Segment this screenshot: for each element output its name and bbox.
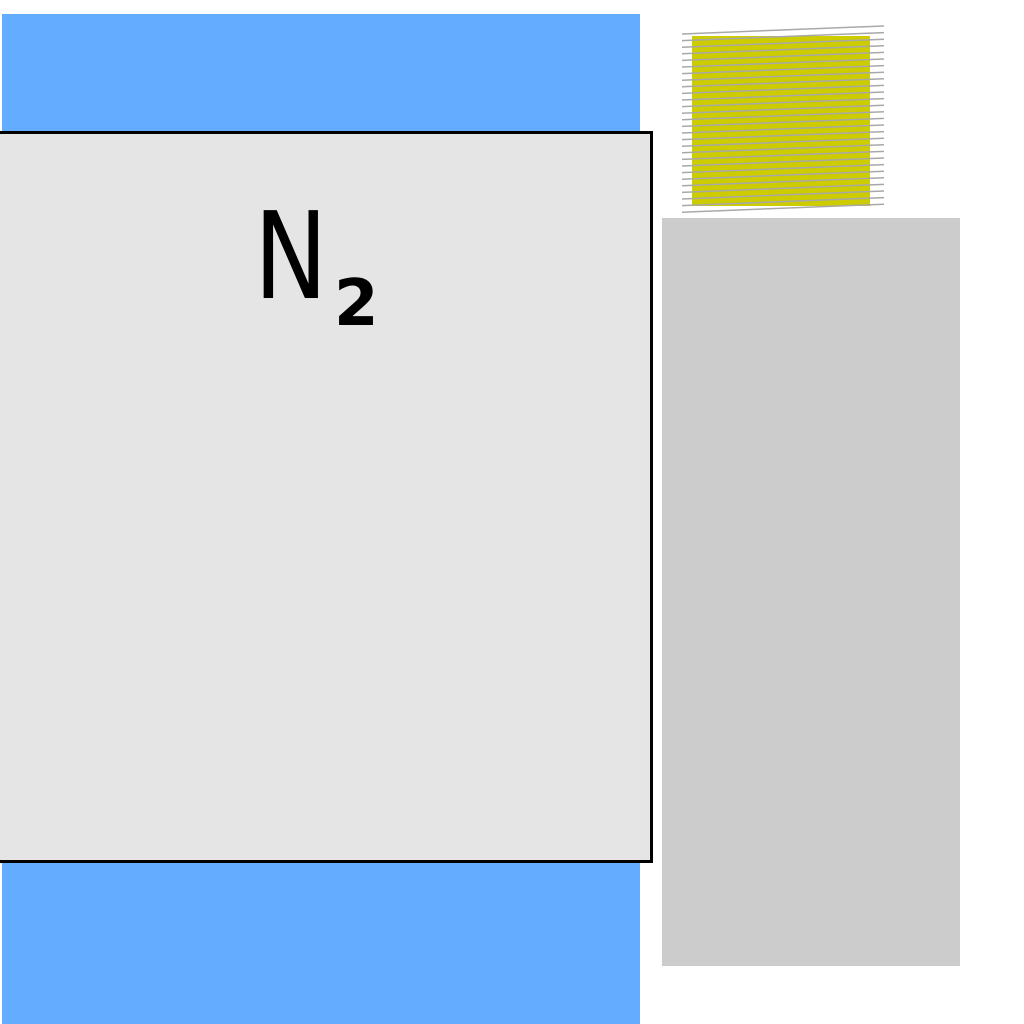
hatch-line bbox=[681, 104, 885, 114]
hatch-line bbox=[681, 91, 885, 101]
hatch-line bbox=[681, 196, 885, 207]
yellow-square bbox=[692, 36, 870, 206]
hatch-line bbox=[681, 157, 885, 167]
hatch-line bbox=[681, 150, 885, 161]
hatched-yellow-square-icon bbox=[681, 24, 885, 216]
hatch-line bbox=[681, 177, 885, 187]
hatch-line bbox=[681, 31, 885, 42]
hatch-line bbox=[681, 38, 885, 48]
hatch-line bbox=[681, 117, 885, 128]
hatch-line bbox=[681, 71, 885, 81]
hatch-line bbox=[681, 124, 885, 134]
hatch-line bbox=[681, 97, 885, 108]
hatch-line bbox=[681, 130, 885, 141]
hatch-line bbox=[681, 190, 885, 200]
hatch-line bbox=[681, 45, 885, 55]
blue-band-top bbox=[2, 14, 640, 134]
formula-element-symbol: N bbox=[254, 188, 328, 327]
hatched-square-graphic bbox=[681, 25, 885, 213]
hatch-lines bbox=[681, 25, 885, 213]
hatch-line bbox=[681, 58, 885, 68]
hatch-line bbox=[681, 78, 885, 88]
hatch-line bbox=[681, 183, 885, 194]
hatch-line bbox=[681, 170, 885, 180]
gray-side-panel bbox=[662, 218, 960, 966]
hatch-line bbox=[681, 111, 885, 121]
nitrogen-chamber bbox=[0, 131, 653, 863]
hatch-line bbox=[681, 25, 885, 35]
hatch-line bbox=[681, 163, 885, 174]
nitrogen-formula-label: N 2 bbox=[254, 188, 379, 337]
hatch-line bbox=[681, 84, 885, 95]
hatch-line bbox=[681, 203, 885, 213]
hatch-line bbox=[681, 137, 885, 147]
formula-subscript: 2 bbox=[334, 267, 379, 341]
blue-band-bottom bbox=[2, 858, 640, 1024]
hatch-line bbox=[681, 144, 885, 154]
hatch-line bbox=[681, 51, 885, 62]
hatch-line bbox=[681, 64, 885, 75]
